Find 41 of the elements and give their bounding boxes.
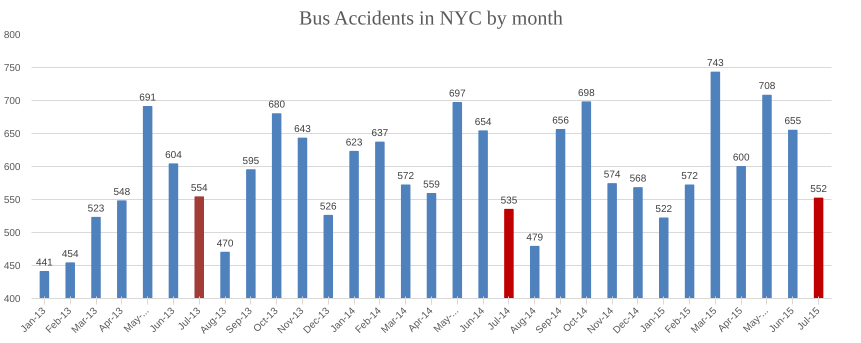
data-label: 572: [397, 170, 414, 182]
data-label: 600: [732, 152, 750, 164]
data-label: 554: [190, 182, 208, 194]
data-label: 698: [578, 88, 596, 99]
data-label: 535: [500, 195, 518, 206]
data-label: 655: [784, 116, 802, 128]
y-tick-label: 550: [4, 195, 21, 206]
data-label: 595: [242, 156, 260, 167]
data-label: 656: [552, 116, 570, 127]
y-tick-label: 800: [4, 30, 21, 41]
y-tick-label: 500: [4, 228, 21, 239]
data-label: 637: [372, 128, 389, 140]
data-label: 604: [165, 150, 182, 161]
data-label: 743: [707, 58, 724, 70]
y-tick-label: 700: [4, 96, 21, 107]
y-tick-label: 750: [4, 63, 21, 74]
data-label: 708: [758, 81, 776, 92]
y-tick-label: 650: [4, 129, 21, 140]
data-label: 526: [320, 201, 338, 212]
data-label: 680: [268, 100, 286, 111]
data-label: 454: [62, 248, 79, 260]
data-label: 643: [294, 124, 312, 136]
data-label: 552: [810, 184, 828, 196]
data-label: 548: [113, 186, 131, 198]
data-label: 441: [36, 257, 54, 268]
data-label: 559: [423, 180, 440, 191]
y-tick-label: 400: [4, 294, 21, 305]
data-label: 470: [216, 238, 234, 250]
data-label: 523: [88, 203, 105, 214]
data-label: 697: [448, 88, 466, 100]
data-label: 572: [681, 170, 698, 182]
data-label: 623: [346, 137, 363, 148]
data-label: 479: [526, 232, 544, 244]
data-label: 654: [474, 116, 492, 128]
data-label: 522: [655, 204, 673, 215]
data-label: 574: [604, 170, 621, 181]
data-label: 568: [630, 174, 647, 185]
y-tick-label: 600: [4, 162, 21, 173]
y-tick-label: 450: [4, 261, 21, 272]
chart-title: Bus Accidents in NYC by month: [299, 8, 563, 30]
data-label: 691: [139, 92, 156, 104]
